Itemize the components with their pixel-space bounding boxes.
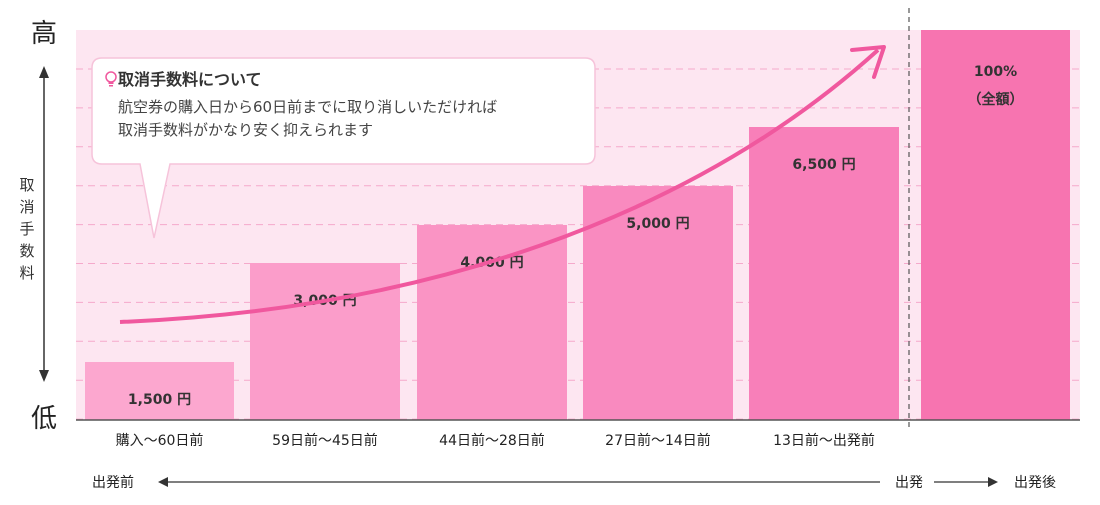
y-axis-label-char: 料: [19, 264, 34, 282]
value-label: 100%（全額）: [968, 64, 1024, 108]
y-axis-label: 取消手数料: [19, 176, 34, 282]
bar: [250, 263, 400, 420]
y-arrow-down-head: [39, 370, 49, 382]
bar: [583, 186, 733, 420]
timeline-right-arrow-head: [988, 477, 998, 487]
x-tick-label: 44日前〜28日前: [439, 432, 545, 449]
bar: [417, 225, 567, 420]
y-axis-label-char: 手: [19, 220, 34, 238]
callout-title: 取消手数料について: [118, 70, 262, 89]
bar: [749, 127, 899, 420]
y-low-label: 低: [31, 404, 57, 434]
y-axis-label-char: 取: [19, 176, 34, 194]
y-high-label: 高: [31, 19, 57, 49]
callout-body-line-1: 航空券の購入日から60日前までに取り消しいただければ: [118, 98, 498, 116]
trend-arrow: [119, 48, 880, 324]
x-tick-labels: 購入〜60日前 59日前〜45日前 44日前〜28日前 27日前〜14日前 13日前〜出…: [116, 432, 875, 449]
timeline: 出発前 出発 出発後: [92, 474, 1056, 491]
callout-body-line-2: 取消手数料がかなり安く抑えられます: [118, 121, 374, 139]
value-label: 1,500 円: [128, 392, 191, 408]
y-arrow-up-head: [39, 66, 49, 78]
timeline-before-label: 出発前: [92, 474, 134, 491]
x-tick-label: 13日前〜出発前: [773, 432, 875, 449]
callout-bubble: [91, 57, 596, 239]
x-tick-label: 59日前〜45日前: [272, 432, 378, 449]
timeline-departure-label: 出発: [895, 475, 923, 491]
y-axis-label-char: 消: [19, 198, 34, 216]
trend-arrow-head: [850, 45, 886, 79]
value-labels: 1,500 円3,000 円4,000 円5,000 円6,500 円100%（…: [128, 64, 1024, 408]
x-tick-label: 購入〜60日前: [116, 432, 204, 449]
value-label: 5,000 円: [626, 216, 689, 232]
x-tick-label: 27日前〜14日前: [605, 432, 711, 449]
timeline-left-arrow-head: [158, 477, 168, 487]
timeline-after-label: 出発後: [1014, 475, 1056, 491]
bars: [85, 30, 1070, 420]
bar: [85, 362, 234, 420]
value-label: 6,500 円: [792, 157, 855, 173]
bar: [921, 30, 1070, 420]
y-axis-label-char: 数: [19, 242, 34, 260]
callout-body: 航空券の購入日から60日前までに取り消しいただければ 取消手数料がかなり安く抑え…: [118, 96, 497, 142]
lightbulb-icon: [105, 71, 117, 87]
